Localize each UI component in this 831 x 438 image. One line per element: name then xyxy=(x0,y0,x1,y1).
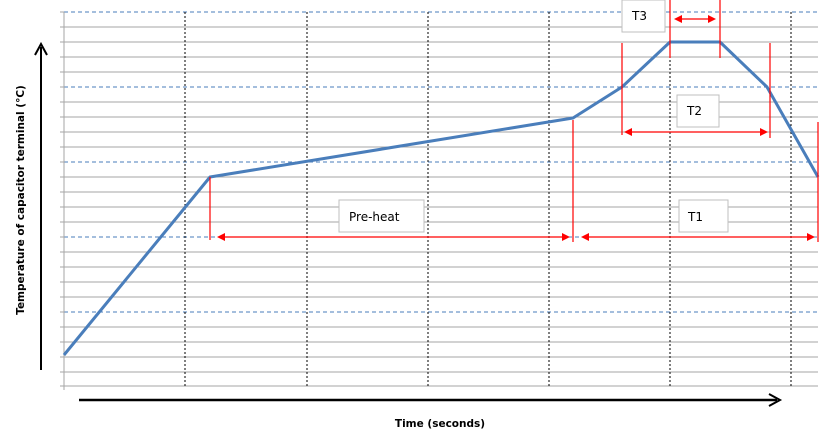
x-axis-label: Time (seconds) xyxy=(395,418,485,430)
label-t3: T3 xyxy=(631,9,647,23)
t1-arrow-head-left xyxy=(581,233,589,241)
t1-arrow-head-right xyxy=(807,233,815,241)
label-preheat: Pre-heat xyxy=(349,210,400,224)
y-axis-label: Temperature of capacitor terminal (°C) xyxy=(15,85,27,315)
preheat-arrow-head-right xyxy=(562,233,570,241)
label-t1: T1 xyxy=(687,210,703,224)
preheat-arrow-head-left xyxy=(217,233,225,241)
label-box-t3: T3 xyxy=(621,0,666,33)
vertical-gridlines xyxy=(184,12,792,386)
t2-arrow-head-right xyxy=(760,128,768,136)
y-axis-arrow xyxy=(34,41,48,370)
label-box-t2: T2 xyxy=(676,94,720,128)
interval-markers xyxy=(209,0,819,242)
label-t2: T2 xyxy=(686,104,702,118)
t3-arrow-head-right xyxy=(708,15,716,23)
label-box-t1: T1 xyxy=(678,199,729,233)
t2-arrow-head-left xyxy=(624,128,632,136)
label-box-preheat: Pre-heat xyxy=(338,199,425,233)
t3-arrow-head-left xyxy=(674,15,682,23)
x-axis-arrow xyxy=(79,393,783,407)
temperature-curve xyxy=(62,40,820,356)
